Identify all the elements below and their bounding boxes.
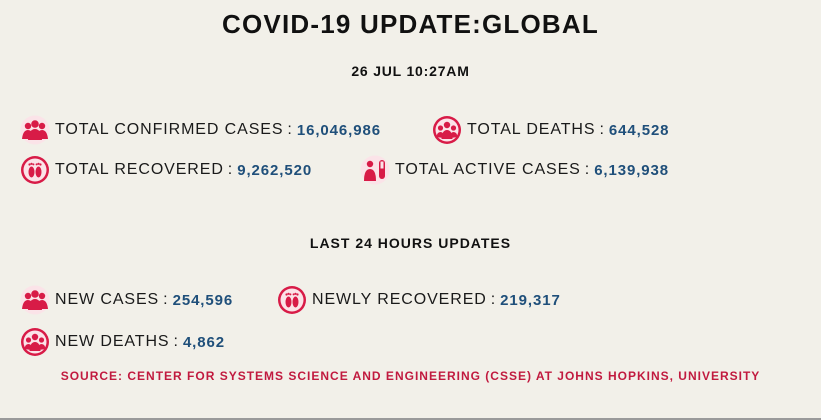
last-24-hours-title: LAST 24 HOURS UPDATES bbox=[309, 235, 512, 251]
stat-value: 644,528 bbox=[608, 121, 670, 139]
footprints-icon bbox=[277, 285, 307, 315]
stat-separator: : bbox=[599, 121, 604, 138]
stat-label: NEWLY RECOVERED bbox=[312, 291, 487, 308]
stat-separator: : bbox=[173, 333, 178, 350]
total-recovered-stat: TOTAL RECOVERED : 9,262,520 bbox=[20, 155, 312, 185]
update-timestamp: 26 JUL 10:27AM bbox=[351, 63, 470, 79]
stat-separator: : bbox=[163, 291, 168, 308]
stat-value: 6,139,938 bbox=[594, 161, 670, 179]
stat-separator: : bbox=[490, 291, 496, 308]
stat-value: 219,317 bbox=[500, 291, 561, 309]
new-deaths-stat: NEW DEATHS : 4,862 bbox=[20, 327, 225, 357]
people-group-icon bbox=[20, 115, 50, 145]
total-active-stat: TOTAL ACTIVE CASES : 6,139,938 bbox=[360, 155, 669, 185]
stat-label: NEW CASES bbox=[55, 291, 160, 308]
stat-separator: : bbox=[227, 161, 233, 178]
stat-separator: : bbox=[584, 161, 590, 178]
deaths-group-icon bbox=[20, 327, 50, 357]
total-deaths-stat: TOTAL DEATHS : 644,528 bbox=[432, 115, 669, 145]
stat-value: 254,596 bbox=[172, 291, 234, 309]
source-attribution: SOURCE: CENTER FOR SYSTEMS SCIENCE AND E… bbox=[60, 369, 761, 383]
deaths-group-icon bbox=[432, 115, 462, 145]
stat-value: 16,046,986 bbox=[296, 121, 381, 139]
total-confirmed-stat: TOTAL CONFIRMED CASES : 16,046,986 bbox=[20, 115, 381, 145]
stat-label: TOTAL CONFIRMED CASES bbox=[55, 121, 284, 138]
footprints-icon bbox=[20, 155, 50, 185]
page-title: COVID-19 UPDATE:GLOBAL bbox=[222, 9, 599, 39]
stat-value: 4,862 bbox=[182, 333, 225, 351]
new-cases-stat: NEW CASES : 254,596 bbox=[20, 285, 233, 315]
stat-value: 9,262,520 bbox=[237, 161, 313, 179]
stat-label: NEW DEATHS bbox=[55, 333, 170, 350]
test-tube-patient-icon bbox=[360, 155, 390, 185]
stat-label: TOTAL ACTIVE CASES bbox=[395, 161, 581, 178]
bottom-divider bbox=[0, 418, 821, 420]
people-group-icon bbox=[20, 285, 50, 315]
newly-recovered-stat: NEWLY RECOVERED : 219,317 bbox=[277, 285, 561, 315]
stat-separator: : bbox=[287, 121, 292, 138]
stat-label: TOTAL RECOVERED bbox=[55, 161, 224, 178]
stat-label: TOTAL DEATHS bbox=[467, 121, 596, 138]
